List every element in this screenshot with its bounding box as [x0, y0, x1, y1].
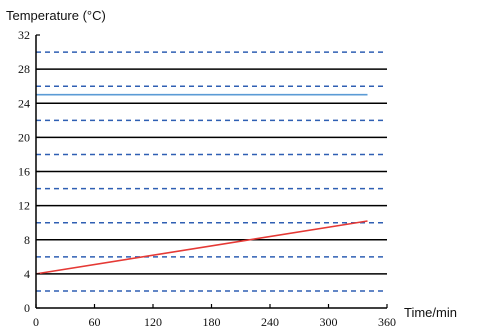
x-tick-label: 0	[33, 315, 39, 329]
y-axis-label: Temperature (°C)	[6, 8, 106, 23]
x-tick-label: 180	[203, 315, 221, 329]
series-lines	[35, 93, 368, 275]
x-tick-label: 120	[144, 315, 162, 329]
y-tick-label: 4	[24, 267, 30, 281]
y-tick-label: 20	[18, 130, 30, 144]
x-axis-label: Time/min	[404, 305, 457, 320]
x-tick-label: 360	[378, 315, 396, 329]
y-tick-label: 28	[18, 62, 30, 76]
y-tick-label: 12	[18, 199, 30, 213]
x-tick-label: 240	[261, 315, 279, 329]
x-tick-label: 60	[89, 315, 101, 329]
tick-labels: 0 4 8 12 16 20 24 28 32 0 60 120 180 240 300 360	[18, 28, 396, 329]
grid-lines	[36, 51, 387, 292]
series-line	[35, 220, 368, 275]
y-tick-label: 0	[24, 301, 30, 315]
x-tick-label: 300	[320, 315, 338, 329]
axes	[35, 34, 388, 309]
y-tick-label: 8	[24, 233, 30, 247]
y-tick-label: 32	[18, 28, 30, 42]
y-tick-label: 24	[18, 96, 30, 110]
y-tick-label: 16	[18, 165, 30, 179]
